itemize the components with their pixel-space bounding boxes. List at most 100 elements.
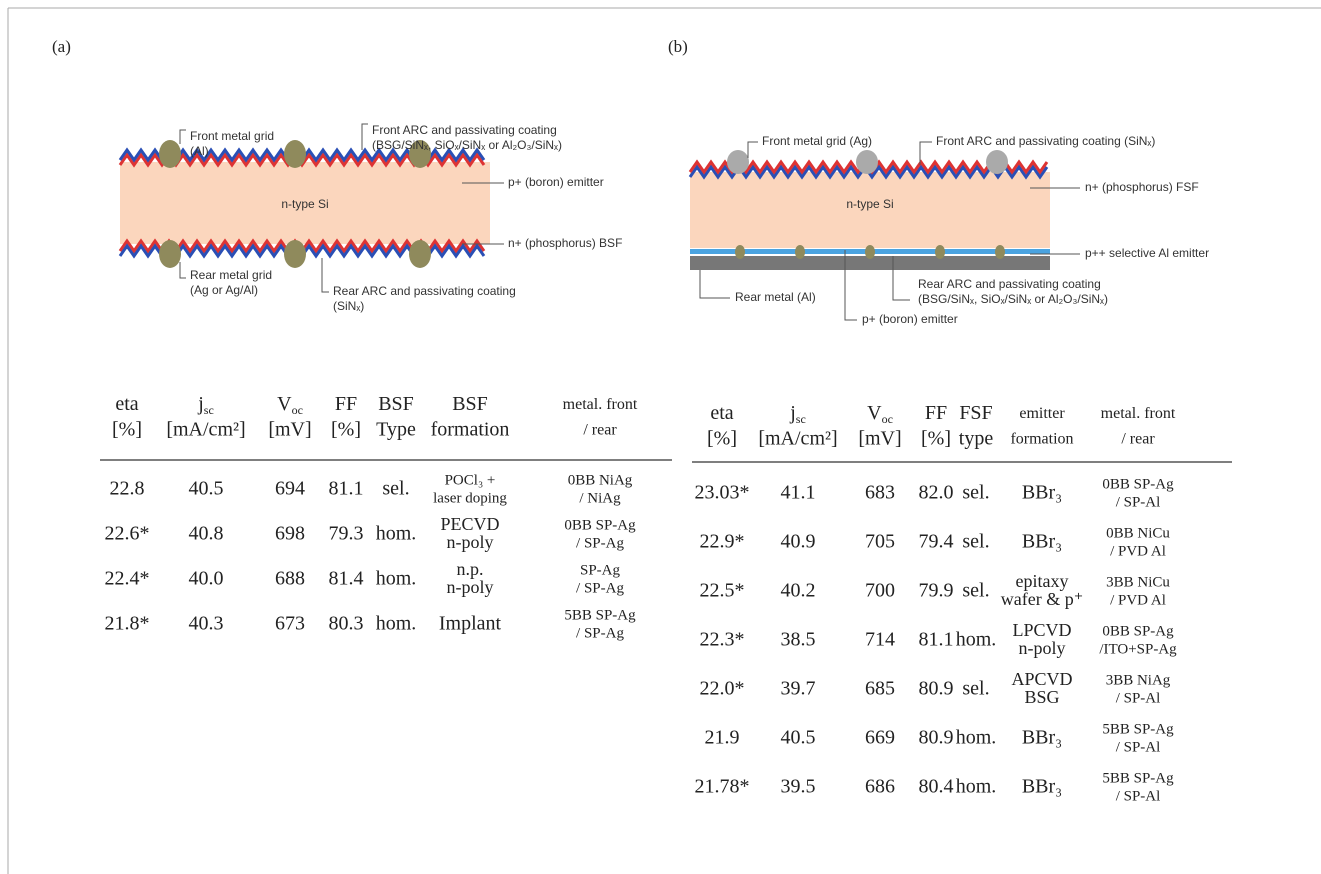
column-header: [mA/cm²] — [166, 419, 245, 441]
column-header: metal. front — [563, 396, 638, 413]
table-cell: sel. — [962, 580, 989, 602]
header-text: FF — [925, 402, 947, 424]
header-subscript: sc — [204, 403, 214, 417]
al-contact — [865, 245, 875, 259]
diagram-label: n+ (phosphorus) BSF — [508, 236, 622, 250]
diagram-label: (BSG/SiNₓ, SiOₓ/SiNₓ or Al₂O₃/SiNₓ) — [372, 138, 562, 152]
column-header: / rear — [583, 422, 617, 439]
column-header: metal. front — [1101, 405, 1176, 422]
table-cell: 40.3 — [189, 613, 224, 635]
table-cell: Implant — [439, 613, 502, 635]
table-cell: hom. — [376, 523, 417, 545]
table-cell: n-poly — [447, 532, 494, 552]
diagram-label: Front metal grid (Ag) — [762, 134, 872, 148]
header-text: BSF — [378, 393, 414, 415]
column-header: formation — [431, 419, 510, 441]
table-cell: 673 — [275, 613, 305, 635]
table-cell: 22.0* — [700, 678, 745, 700]
table-cell: BBr₃ — [1022, 776, 1062, 798]
column-header: [%] — [112, 419, 142, 441]
header-text: metal. front — [563, 396, 638, 413]
metal-contact — [409, 240, 431, 268]
table-cell: / NiAg — [579, 490, 621, 506]
table-cell: APCVD — [1011, 669, 1072, 689]
column-header: Voc — [277, 393, 303, 417]
column-header: BSF — [378, 393, 414, 415]
table-cell: / SP-Ag — [576, 625, 624, 641]
table-cell: hom. — [956, 629, 997, 651]
leader-line — [748, 142, 758, 158]
table-cell: 5BB SP-Ag — [1102, 770, 1174, 786]
table-cell: / SP-Al — [1116, 690, 1161, 706]
header-subscript: oc — [882, 412, 893, 426]
diagram-label: Rear metal (Al) — [735, 290, 816, 304]
table-cell: 80.9 — [919, 678, 954, 700]
table-cell: 81.1 — [329, 478, 364, 500]
header-text: eta — [710, 402, 733, 424]
diagram-label: (Ag or Ag/Al) — [190, 283, 258, 297]
diagram-label: p++ selective Al emitter — [1085, 246, 1209, 260]
header-text: emitter — [1019, 405, 1065, 422]
table-cell: /ITO+SP-Ag — [1099, 641, 1177, 657]
table-cell: n.p. — [457, 559, 484, 579]
diagram-label: Front ARC and passivating coating (SiNₓ) — [936, 134, 1155, 148]
header-text: V — [277, 393, 292, 415]
metal-contact — [284, 240, 306, 268]
table-cell: 41.1 — [781, 482, 816, 504]
table-cell: laser doping — [433, 490, 507, 506]
diagram-label: Rear ARC and passivating coating — [333, 284, 516, 298]
diagram-label: Front ARC and passivating coating — [372, 123, 557, 137]
al-contact — [995, 245, 1005, 259]
table-cell: hom. — [956, 776, 997, 798]
table-cell: BBr₃ — [1022, 482, 1062, 504]
table-cell: BSG — [1024, 687, 1059, 707]
table-cell: / SP-Al — [1116, 494, 1161, 510]
leader-line — [700, 270, 730, 298]
table-cell: 0BB SP-Ag — [564, 517, 636, 533]
table-cell: SP-Ag — [580, 562, 621, 578]
table-cell: sel. — [382, 478, 409, 500]
table-cell: 698 — [275, 523, 305, 545]
metal-contact — [159, 240, 181, 268]
diagram-label: Front metal grid — [190, 129, 274, 143]
table-cell: hom. — [376, 568, 417, 590]
header-text: metal. front — [1101, 405, 1176, 422]
table-cell: 40.2 — [781, 580, 816, 602]
table-cell: 22.3* — [700, 629, 745, 651]
metal-contact — [986, 150, 1008, 174]
diagram-label: (BSG/SiNₓ, SiOₓ/SiNₓ or Al₂O₃/SiNₓ) — [918, 292, 1108, 306]
table-cell: wafer & p⁺ — [1001, 589, 1083, 609]
table-cell: 705 — [865, 531, 895, 553]
table-cell: 0BB SP-Ag — [1102, 623, 1174, 639]
table-cell: / PVD Al — [1110, 543, 1166, 559]
table-cell: / SP-Al — [1116, 788, 1161, 804]
table-cell: sel. — [962, 531, 989, 553]
table-cell: hom. — [956, 727, 997, 749]
figure: (a)(b)Front metal grid(Al)Front ARC and … — [0, 0, 1321, 874]
table-cell: BBr₃ — [1022, 531, 1062, 553]
header-text: FSF — [959, 402, 992, 424]
table-cell: / SP-Ag — [576, 535, 624, 551]
table-cell: 714 — [865, 629, 895, 651]
table-cell: 21.8* — [105, 613, 150, 635]
diagram-label: n-type Si — [281, 197, 328, 211]
table-cell: 683 — [865, 482, 895, 504]
table-cell: sel. — [962, 678, 989, 700]
table-cell: POCl₃ + — [445, 472, 496, 488]
table-cell: 22.4* — [105, 568, 150, 590]
table-cell: 82.0 — [919, 482, 954, 504]
diagram-label: p+ (boron) emitter — [508, 175, 604, 189]
column-header: type — [959, 428, 994, 450]
column-header: BSF — [452, 393, 488, 415]
column-header: eta — [710, 402, 733, 424]
table-cell: 3BB NiAg — [1106, 672, 1171, 688]
table-cell: 0BB SP-Ag — [1102, 476, 1174, 492]
table-cell: 22.8 — [110, 478, 145, 500]
table-cell: 21.9 — [705, 727, 740, 749]
table-cell: 40.5 — [189, 478, 224, 500]
table-cell: BBr₃ — [1022, 727, 1062, 749]
table-cell: 40.0 — [189, 568, 224, 590]
table-cell: 80.3 — [329, 613, 364, 635]
column-header: FF — [335, 393, 357, 415]
metal-contact — [856, 150, 878, 174]
